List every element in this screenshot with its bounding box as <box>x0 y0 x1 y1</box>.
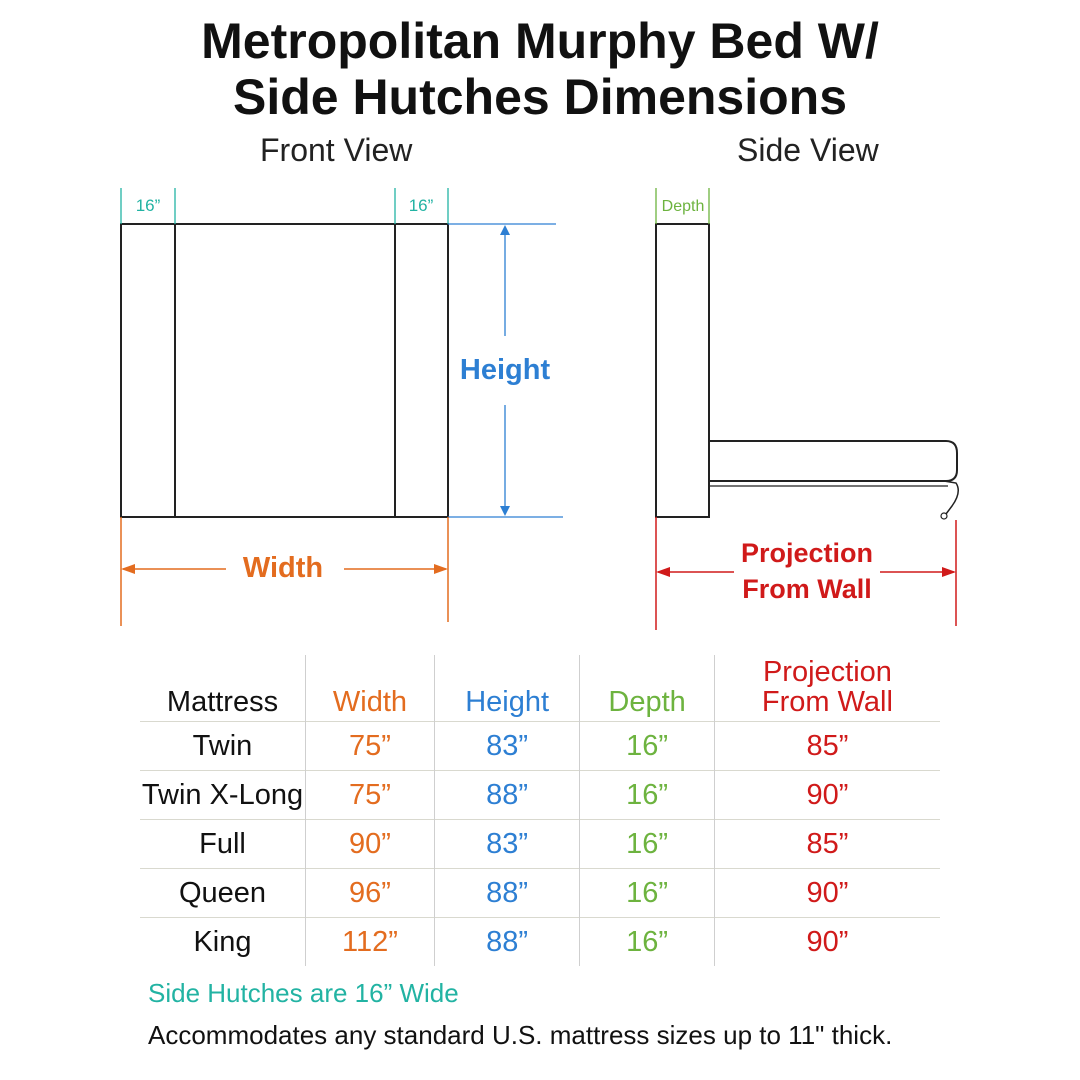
table-header-row: Mattress Width Height Depth Projection F… <box>140 655 940 722</box>
depth-label: Depth <box>662 198 705 215</box>
projection-label-line-2: From Wall <box>742 574 872 604</box>
cell-mattress: King <box>140 917 306 966</box>
cell-height: 83” <box>433 819 580 869</box>
height-label: Height <box>460 354 551 386</box>
header-mattress: Mattress <box>166 686 279 718</box>
cell-width: 96” <box>305 868 435 918</box>
cell-depth: 16” <box>579 819 715 869</box>
cell-projection: 90” <box>713 770 940 820</box>
table-row: Full 90” 83” 16” 85” <box>140 819 940 869</box>
title-line-2: Side Hutches Dimensions <box>232 69 848 125</box>
depth-dimension-lines <box>655 188 710 224</box>
bed-leg-foot <box>940 512 948 520</box>
cell-height: 88” <box>433 917 580 966</box>
table-row: King 112” 88” 16” 90” <box>140 917 940 966</box>
cell-height: 88” <box>433 868 580 918</box>
side-cabinet <box>655 223 710 518</box>
width-label: Width <box>243 552 323 584</box>
table-row: Twin X-Long 75” 88” 16” 90” <box>140 770 940 820</box>
hutch-width-note: Side Hutches are 16” Wide <box>148 978 459 1008</box>
front-view-label: Front View <box>260 132 413 168</box>
cell-projection: 85” <box>713 721 940 771</box>
side-view-drawing: Depth Projection From Wall <box>655 188 959 630</box>
cell-projection: 85” <box>713 819 940 869</box>
bed-leg <box>943 480 959 515</box>
projection-label-line-1: Projection <box>741 538 873 568</box>
side-view-label: Side View <box>737 132 879 168</box>
cell-height: 83” <box>433 721 580 771</box>
cell-mattress: Twin X-Long <box>140 770 306 820</box>
cell-width: 90” <box>305 819 435 869</box>
header-projection-line-2: From Wall <box>761 686 893 718</box>
header-projection-line-1: Projection <box>762 656 892 688</box>
cell-depth: 16” <box>579 868 715 918</box>
cell-depth: 16” <box>579 917 715 966</box>
header-height: Height <box>433 655 580 722</box>
cell-mattress: Queen <box>140 868 306 918</box>
cell-height: 88” <box>433 770 580 820</box>
right-hutch-dimension: 16” <box>409 196 434 215</box>
height-dimension-lines <box>448 223 563 518</box>
header-width: Width <box>305 655 435 722</box>
title-line-1: Metropolitan Murphy Bed W/ <box>201 13 879 69</box>
front-outline <box>120 223 449 518</box>
projection-dimension-lines <box>655 517 957 630</box>
bed-platform <box>709 440 958 482</box>
header-depth: Depth <box>579 655 715 722</box>
front-view-drawing: 16” 16” Height Width <box>120 188 563 626</box>
table-row: Queen 96” 88” 16” 90” <box>140 868 940 918</box>
cell-mattress: Full <box>140 819 306 869</box>
cell-depth: 16” <box>579 770 715 820</box>
cell-depth: 16” <box>579 721 715 771</box>
header-projection: Projection From Wall <box>713 655 940 722</box>
cell-projection: 90” <box>713 868 940 918</box>
cell-mattress: Twin <box>140 721 306 771</box>
width-dimension-lines <box>120 517 449 626</box>
cell-width: 75” <box>305 721 435 771</box>
table-row: Twin 75” 83” 16” 85” <box>140 721 940 771</box>
mattress-note: Accommodates any standard U.S. mattress … <box>148 1020 893 1050</box>
hutch-dimension-lines <box>120 188 449 224</box>
dimensions-table: Mattress Width Height Depth Projection F… <box>140 655 940 966</box>
cell-projection: 90” <box>713 917 940 966</box>
left-hutch-dimension: 16” <box>136 196 161 215</box>
cell-width: 112” <box>305 917 435 966</box>
cell-width: 75” <box>305 770 435 820</box>
